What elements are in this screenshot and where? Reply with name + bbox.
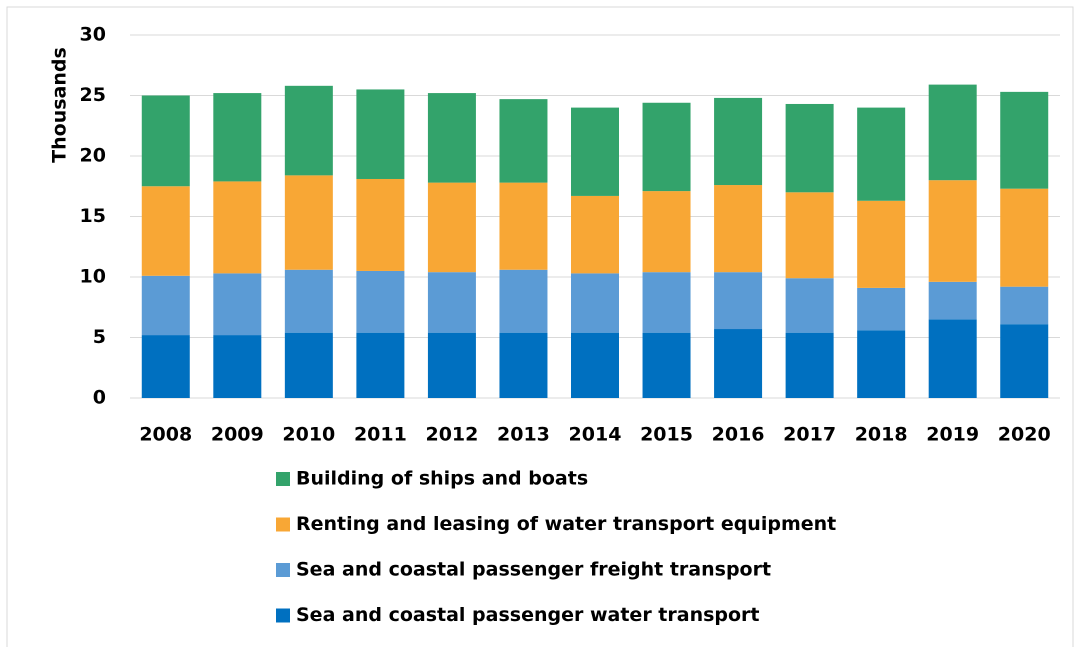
bar-segment [714,329,763,398]
x-tick-label: 2008 [139,424,192,446]
bar-segment [499,332,548,398]
bar-segment [928,180,977,282]
bar-segment [284,85,333,176]
y-tick-label: 25 [80,84,106,106]
bar-segment [785,278,834,333]
bar-segment [427,93,476,183]
bar-segment [284,269,333,333]
legend-label: Sea and coastal passenger freight transp… [296,559,771,581]
bar-segment [213,335,262,398]
x-tick-label: 2011 [354,424,407,446]
bar-segment [642,102,691,192]
bar-segment [571,332,619,398]
x-tick-label: 2013 [497,424,550,446]
bar-segment [141,335,190,398]
y-tick-label: 30 [80,24,106,46]
bar-segment [499,182,548,270]
x-tick-label: 2020 [998,424,1051,446]
x-tick-label: 2009 [211,424,264,446]
y-tick-label: 0 [93,387,106,409]
bar-segment [928,281,977,320]
legend-swatch [276,563,290,577]
bar-segment [213,93,262,182]
x-tick-label: 2016 [712,424,765,446]
legend-swatch [276,517,290,532]
bar-segment [1000,91,1049,189]
legend-label: Building of ships and boats [296,468,588,490]
bar-segment [499,269,548,333]
x-tick-label: 2018 [855,424,908,446]
bar-segment [785,332,834,398]
legend-label: Sea and coastal passenger water transpor… [296,604,760,626]
bar-segment [642,191,691,273]
bar-segment [714,97,763,186]
legend-label: Renting and leasing of water transport e… [296,513,836,535]
bar-segment [928,84,977,181]
bar-segment [571,107,619,196]
bar-segment [571,195,619,274]
y-tick-label: 15 [80,205,106,227]
bar-segment [213,273,262,336]
bar-segment [427,272,476,333]
x-tick-label: 2015 [640,424,693,446]
x-tick-label: 2017 [783,424,836,446]
bar-segment [1000,324,1049,398]
bar-segment [284,332,333,398]
bar-segment [1000,188,1049,287]
bar-segment [857,287,906,331]
x-tick-label: 2019 [926,424,979,446]
bar-segment [356,332,405,398]
bar-segment [141,275,190,336]
bar-segment [857,330,906,398]
bar-segment [356,270,405,333]
bar-segment [928,319,977,398]
y-tick-label: 20 [80,145,106,167]
x-tick-label: 2014 [569,424,622,446]
bar-segment [571,273,619,333]
y-tick-label: 5 [93,326,106,348]
bar-segment [427,182,476,273]
y-tick-label: 10 [80,266,106,288]
x-tick-label: 2012 [425,424,478,446]
legend-swatch [276,608,290,623]
chart-border [6,6,1074,647]
bar-segment [714,272,763,330]
bar-segment [284,175,333,270]
bar-segment [785,192,834,279]
bar-segment [857,200,906,288]
bar-segment [499,99,548,183]
bar-segment [427,332,476,398]
bar-segment [785,103,834,193]
bar-segment [141,95,190,187]
bar-segment [642,272,691,333]
legend-swatch [276,472,290,486]
bar-segment [642,332,691,398]
bar-segment [1000,286,1049,325]
y-axis-label: Thousands [49,47,71,163]
bar-segment [213,181,262,274]
bar-segment [356,178,405,271]
bar-segment [857,107,906,201]
bar-segment [141,186,190,276]
bar-segment [714,185,763,273]
x-tick-label: 2010 [282,424,335,446]
bar-segment [356,89,405,179]
